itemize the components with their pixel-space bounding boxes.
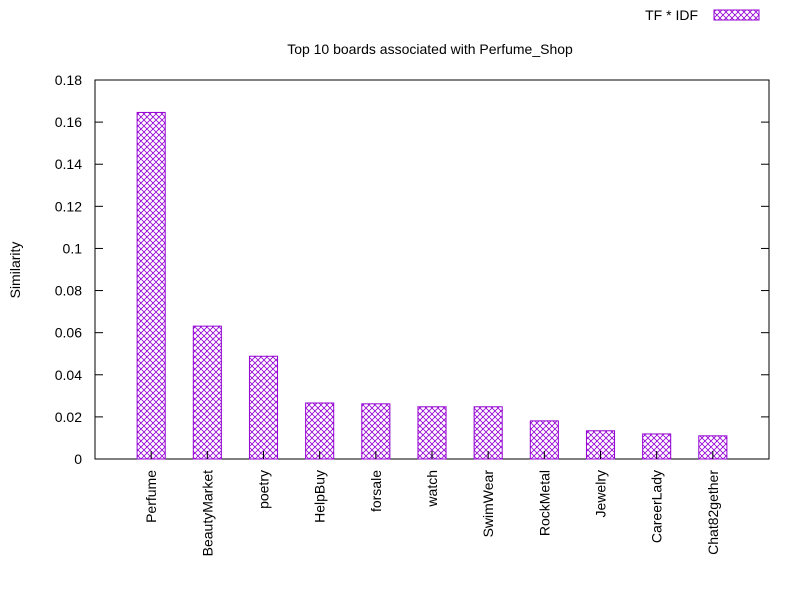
bar-forsale xyxy=(361,403,391,460)
y-axis-label: Similarity xyxy=(7,242,23,299)
x-tick-label: watch xyxy=(424,470,440,508)
legend-label: TF * IDF xyxy=(645,7,698,23)
y-tick-label: 0.12 xyxy=(55,198,82,214)
y-tick-label: 0.14 xyxy=(55,156,82,172)
bar-poetry xyxy=(248,355,279,460)
x-tick-label: forsale xyxy=(368,470,384,512)
y-tick-label: 0 xyxy=(74,451,82,467)
x-tick-label: Perfume xyxy=(143,470,159,523)
chart-title: Top 10 boards associated with Perfume_Sh… xyxy=(287,41,573,57)
x-tick-label: Chat82gether xyxy=(705,470,721,555)
x-tick-label: RockMetal xyxy=(536,470,552,536)
y-tick-label: 0.04 xyxy=(55,367,82,383)
y-tick-label: 0.18 xyxy=(55,72,82,88)
x-tick-label: Jewelry xyxy=(593,470,609,517)
x-tick-label: poetry xyxy=(256,470,272,509)
y-tick-label: 0.02 xyxy=(55,409,82,425)
bar-perfume xyxy=(136,111,166,460)
x-axis-tick-labels: Perfume BeautyMarket poetry HelpBuy forsale w… xyxy=(143,451,721,556)
x-tick-label: CareerLady xyxy=(649,470,665,543)
x-tick-label: BeautyMarket xyxy=(199,470,215,556)
bar-helpbuy xyxy=(305,402,335,460)
y-tick-label: 0.16 xyxy=(55,114,82,130)
y-tick-label: 0.06 xyxy=(55,325,82,341)
x-tick-label: HelpBuy xyxy=(312,470,328,523)
y-tick-label: 0.1 xyxy=(63,240,83,256)
x-tick-label: SwimWear xyxy=(480,470,496,538)
bars xyxy=(136,111,728,460)
y-axis-ticks: 0 0.02 0.04 0.06 0.08 0.1 0.12 0.14 0.16 0.18 xyxy=(55,72,769,467)
legend-swatch xyxy=(713,9,760,21)
y-tick-label: 0.08 xyxy=(55,283,82,299)
bar-beautymarket xyxy=(192,325,222,460)
legend: TF * IDF xyxy=(645,7,760,23)
